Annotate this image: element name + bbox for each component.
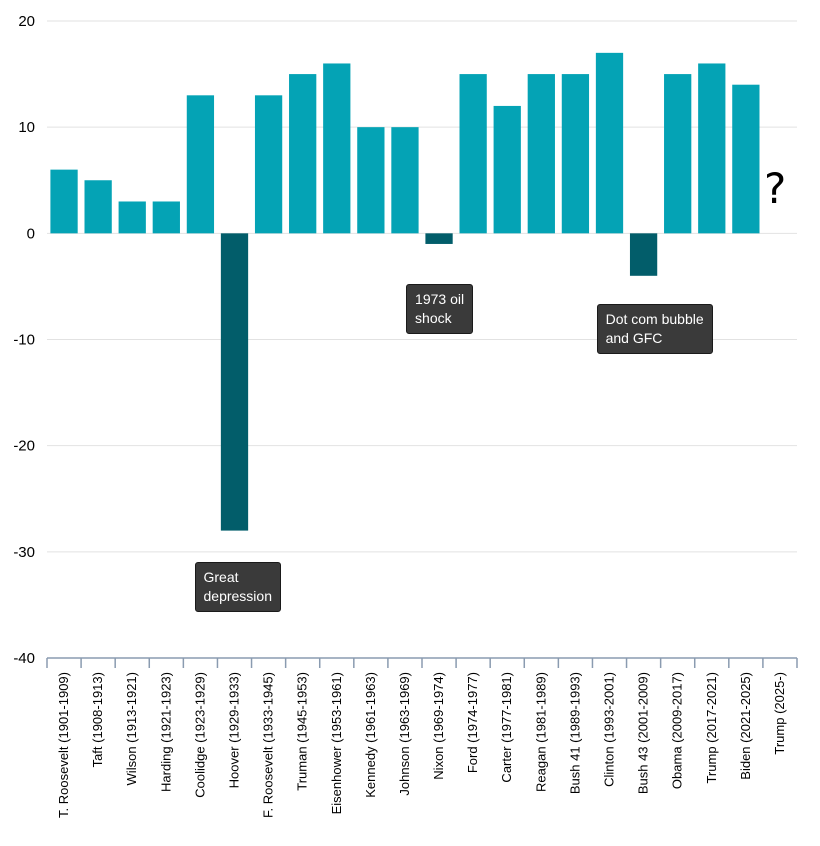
x-tick-label: Coolidge (1923-1929) <box>192 672 207 798</box>
x-tick-label: Biden (2021-2025) <box>738 672 753 780</box>
x-tick-label: Bush 41 (1989-1993) <box>567 672 582 794</box>
bar <box>186 95 215 234</box>
annotation-question-mark: ? <box>763 164 787 213</box>
bar <box>254 95 283 234</box>
y-tick-label: -20 <box>13 438 35 455</box>
bar <box>595 52 624 234</box>
y-tick-label: 20 <box>18 13 35 30</box>
x-tick-label: Nixon (1969-1974) <box>431 672 446 780</box>
x-tick-label: Hoover (1929-1933) <box>227 672 242 788</box>
bar <box>391 127 419 234</box>
x-tick-label: Ford (1974-1977) <box>465 672 480 773</box>
x-tick-label: Trump (2017-2021) <box>704 672 719 784</box>
bar <box>84 180 112 234</box>
bar <box>527 74 555 234</box>
x-tick-label: Johnson (1963-1969) <box>397 672 412 796</box>
x-tick-label: Truman (1945-1953) <box>295 672 310 791</box>
y-axis-ticks: 20 10 0 -10 -20 -30 -40 <box>13 13 35 667</box>
bar <box>664 74 692 234</box>
x-tick-label: Eisenhower (1953-1961) <box>329 672 344 814</box>
x-tick-label: Wilson (1913-1921) <box>124 672 139 785</box>
bar <box>459 74 487 234</box>
bar <box>220 233 249 531</box>
x-axis <box>46 657 798 668</box>
x-tick-label: Clinton (1993-2001) <box>602 672 617 787</box>
annotation-oil-shock: 1973 oil shock <box>406 284 474 334</box>
bar <box>118 201 146 234</box>
x-tick-label: F. Roosevelt (1933-1945) <box>261 672 276 818</box>
x-tick-label: Bush 43 (2001-2009) <box>636 672 651 794</box>
y-tick-label: 10 <box>18 119 35 136</box>
x-tick-label: Carter (1977-1981) <box>499 672 514 783</box>
x-tick-label: Trump (2025-) <box>772 672 787 755</box>
bar <box>152 201 180 234</box>
bar <box>629 233 658 276</box>
x-tick-label: Taft (1908-1913) <box>90 672 105 767</box>
bar <box>50 169 78 234</box>
y-tick-label: -30 <box>13 544 35 561</box>
y-tick-label: -10 <box>13 332 35 349</box>
x-axis-labels: T. Roosevelt (1901-1909) Taft (1908-1913)… <box>56 672 787 818</box>
bars <box>50 52 760 531</box>
bar <box>698 63 726 234</box>
x-tick-label: Obama (2009-2017) <box>670 672 685 789</box>
annotation-dot-com-gfc: Dot com bubble and GFC <box>596 304 713 354</box>
bar <box>323 63 351 234</box>
y-tick-label: 0 <box>27 225 35 242</box>
x-tick-label: Kennedy (1961-1963) <box>363 672 378 798</box>
y-tick-label: -40 <box>13 650 35 667</box>
bar <box>289 74 317 234</box>
x-tick-label: Harding (1921-1923) <box>158 672 173 792</box>
bar <box>357 127 385 234</box>
annotation-great-depression: Great depression <box>194 562 281 612</box>
bar <box>425 233 453 244</box>
x-tick-label: T. Roosevelt (1901-1909) <box>56 672 71 818</box>
bar <box>493 105 521 234</box>
bar <box>561 74 590 234</box>
bar <box>732 84 760 234</box>
x-tick-label: Reagan (1981-1989) <box>533 672 548 792</box>
